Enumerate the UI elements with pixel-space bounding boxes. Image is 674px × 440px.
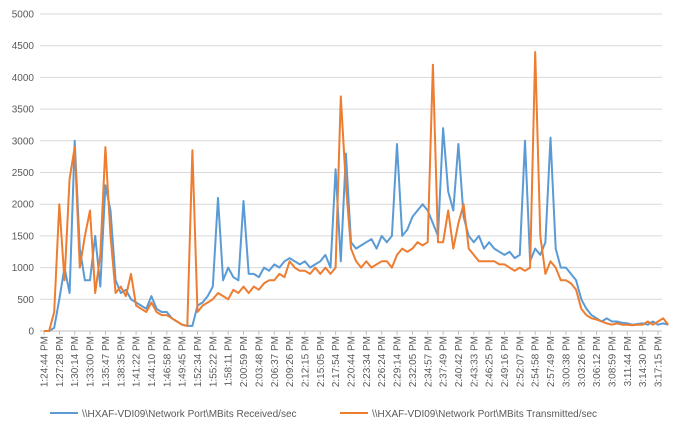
series-line	[44, 127, 669, 332]
x-tick-label: 1:44:10 PM	[147, 336, 158, 387]
x-tick-label: 1:38:35 PM	[116, 336, 127, 387]
x-tick-label: 3:14:30 PM	[638, 336, 649, 387]
legend-label: \\HXAF-VDI09\Network Port\MBits Received…	[82, 409, 297, 420]
y-tick-label: 4000	[12, 73, 35, 84]
x-tick-label: 2:15:05 PM	[316, 336, 327, 387]
x-tick-label: 2:57:49 PM	[546, 336, 557, 387]
x-tick-label: 2:17:54 PM	[331, 336, 342, 387]
x-tick-label: 3:00:38 PM	[561, 336, 572, 387]
x-tick-label: 2:32:05 PM	[408, 336, 419, 387]
y-tick-label: 4500	[12, 41, 35, 52]
x-tick-label: 2:06:37 PM	[270, 336, 281, 387]
x-tick-label: 1:49:45 PM	[178, 336, 189, 387]
x-tick-label: 2:49:16 PM	[500, 336, 511, 387]
y-tick-label: 2000	[12, 200, 35, 211]
x-tick-label: 2:37:49 PM	[439, 336, 450, 387]
y-tick-label: 3000	[12, 136, 35, 147]
x-tick-label: 2:03:48 PM	[254, 336, 265, 387]
x-tick-label: 2:20:44 PM	[347, 336, 358, 387]
x-tick-label: 3:06:12 PM	[592, 336, 603, 387]
y-tick-label: 2500	[12, 168, 35, 179]
y-tick-label: 0	[28, 327, 34, 338]
legend-label: \\HXAF-VDI09\Network Port\MBits Transmit…	[372, 409, 597, 420]
x-tick-label: 1:41:22 PM	[132, 336, 143, 387]
x-tick-label: 2:43:33 PM	[469, 336, 480, 387]
series-line	[44, 51, 669, 332]
x-tick-label: 2:09:26 PM	[285, 336, 296, 387]
y-tick-label: 500	[17, 295, 34, 306]
x-tick-label: 1:55:22 PM	[208, 336, 219, 387]
y-tick-label: 3500	[12, 105, 35, 116]
x-tick-label: 1:24:44 PM	[40, 336, 51, 387]
x-tick-label: 1:30:14 PM	[70, 336, 81, 387]
x-tick-label: 1:58:11 PM	[224, 336, 235, 386]
x-tick-label: 2:46:25 PM	[485, 336, 496, 387]
x-tick-label: 2:00:59 PM	[239, 336, 250, 387]
x-tick-label: 3:17:15 PM	[654, 336, 665, 387]
x-tick-label: 2:40:42 PM	[454, 336, 465, 387]
x-tick-label: 2:52:07 PM	[515, 336, 526, 387]
x-tick-label: 2:23:34 PM	[362, 336, 373, 387]
x-tick-label: 2:29:14 PM	[393, 336, 404, 387]
x-tick-label: 2:54:58 PM	[531, 336, 542, 387]
x-tick-label: 2:26:24 PM	[377, 336, 388, 387]
x-tick-label: 3:08:59 PM	[607, 336, 618, 387]
y-tick-label: 5000	[12, 10, 35, 21]
x-tick-label: 1:46:58 PM	[162, 336, 173, 387]
x-tick-label: 3:03:26 PM	[577, 336, 588, 387]
x-tick-label: 3:11:44 PM	[623, 336, 634, 386]
x-tick-label: 1:35:47 PM	[101, 336, 112, 387]
x-tick-label: 1:27:28 PM	[55, 336, 66, 387]
y-tick-label: 1000	[12, 263, 35, 274]
x-tick-label: 1:52:34 PM	[193, 336, 204, 387]
x-tick-label: 1:33:00 PM	[86, 336, 97, 387]
y-tick-label: 1500	[12, 231, 35, 242]
x-tick-label: 2:12:15 PM	[300, 336, 311, 387]
x-tick-label: 2:34:57 PM	[423, 336, 434, 387]
